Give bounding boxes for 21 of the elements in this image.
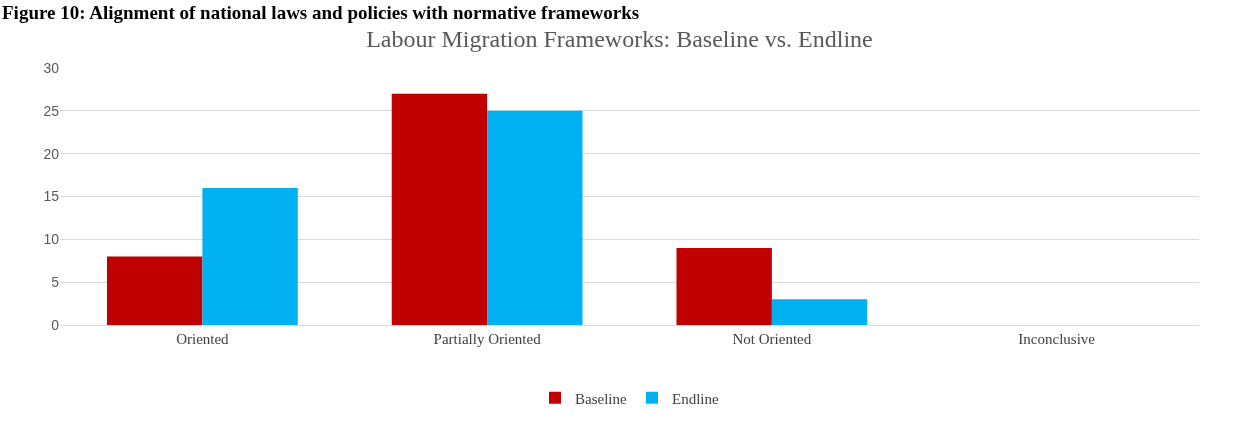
y-tick-label: 20: [43, 145, 60, 162]
legend-label: Endline: [671, 390, 719, 407]
bar: [106, 256, 203, 325]
x-tick-label: Not Oriented: [732, 331, 812, 347]
y-tick-label: 30: [43, 59, 60, 76]
y-tick-label: 25: [43, 102, 60, 119]
y-tick-label: 10: [43, 231, 60, 248]
bar: [487, 110, 583, 325]
x-tick-label: Oriented: [176, 331, 230, 347]
bar: [202, 187, 298, 325]
y-tick-label: 0: [51, 316, 60, 333]
legend-label: Baseline: [575, 390, 627, 407]
y-tick-label: 5: [51, 274, 60, 291]
bar: [771, 299, 868, 325]
bar: [676, 247, 772, 325]
bar: [391, 93, 488, 325]
caption: Figure 10: Alignment of national laws and policies with normative frameworks: [2, 2, 640, 23]
chart-title: Labour Migration Frameworks: Baseline vs. Endline: [366, 25, 873, 52]
y-tick-label: 15: [43, 188, 60, 205]
x-tick-label: Partially Oriented: [433, 331, 542, 347]
x-tick-label: Inconclusive: [1018, 331, 1096, 347]
